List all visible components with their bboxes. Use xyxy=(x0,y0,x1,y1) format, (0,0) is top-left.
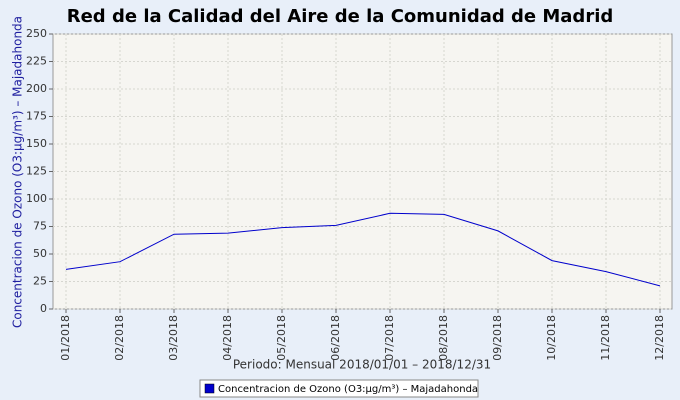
x-tick-label: 08/2018 xyxy=(437,315,450,361)
x-tick-label: 11/2018 xyxy=(599,315,612,361)
y-tick-label: 150 xyxy=(26,137,47,150)
x-tick-label: 05/2018 xyxy=(275,315,288,361)
line xyxy=(65,212,661,287)
y-tick-label: 75 xyxy=(33,220,47,233)
y-tick-label: 25 xyxy=(33,275,47,288)
legend xyxy=(199,379,479,398)
x-axis-label: Periodo: Mensual 2018/01/01 – 2018/12/31 xyxy=(233,358,491,372)
x-tick-label: 09/2018 xyxy=(491,315,504,361)
y-tick-label: 250 xyxy=(26,27,47,40)
x-tick-label: 02/2018 xyxy=(113,315,126,361)
legend-swatch xyxy=(204,383,215,394)
x-tick-label: 07/2018 xyxy=(383,315,396,361)
y-tick-label: 225 xyxy=(26,55,47,68)
legend-label: Concentracion de Ozono (O3:µg/m³) – Maja… xyxy=(218,384,478,395)
y-tick-label: 0 xyxy=(40,302,47,315)
x-tick-label: 12/2018 xyxy=(653,315,666,361)
y-tick-label: 200 xyxy=(26,82,47,95)
x-tick-label: 06/2018 xyxy=(329,315,342,361)
y-axis-label: Concentracion de Ozono (O3:µg/m³) – Maja… xyxy=(11,16,25,328)
x-tick-label: 03/2018 xyxy=(167,315,180,361)
y-tick-label: 100 xyxy=(26,192,47,205)
x-tick-label: 04/2018 xyxy=(221,315,234,361)
x-tick-label: 01/2018 xyxy=(59,315,72,361)
x-tick-label: 10/2018 xyxy=(545,315,558,361)
y-tick-label: 125 xyxy=(26,165,47,178)
y-tick-label: 50 xyxy=(33,247,47,260)
y-tick-label: 175 xyxy=(26,110,47,123)
chart-title: Red de la Calidad del Aire de la Comunid… xyxy=(67,6,614,27)
